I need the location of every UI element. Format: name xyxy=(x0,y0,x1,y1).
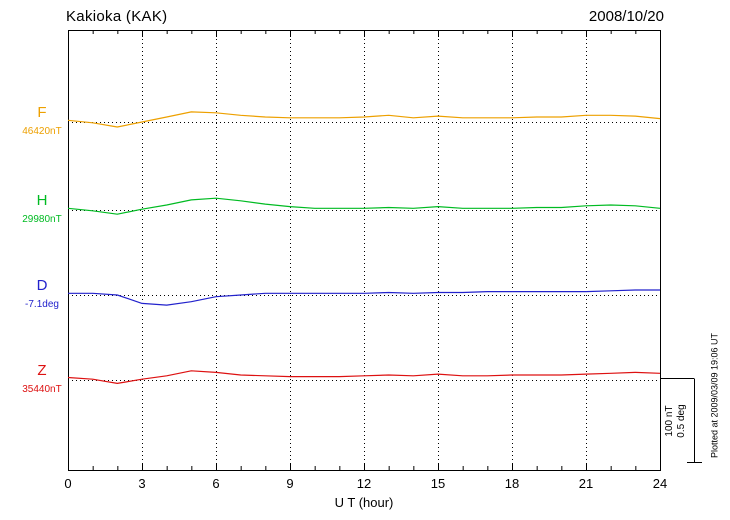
station-title: Kakioka (KAK) xyxy=(66,8,168,25)
x-tick-label-6: 6 xyxy=(212,476,220,491)
plot-date: 2008/10/20 xyxy=(588,8,664,25)
trace-H xyxy=(67,197,661,215)
scale-bar-label-deg: 0.5 deg xyxy=(676,404,687,438)
trace-Z xyxy=(67,370,661,384)
series-baseline-value-D: -7.1deg xyxy=(25,299,59,310)
scale-bar-label-nt: 100 nT xyxy=(664,405,675,437)
x-tick-label-0: 0 xyxy=(64,476,72,491)
x-tick-label-24: 24 xyxy=(652,476,668,491)
series-baseline-value-H: 29980nT xyxy=(22,214,62,225)
series-baseline-value-F: 46420nT xyxy=(22,126,62,137)
x-tick-label-18: 18 xyxy=(504,476,520,491)
trace-D xyxy=(68,289,660,306)
plot-border xyxy=(68,30,661,471)
series-baseline-value-Z: 35440nT xyxy=(22,384,62,395)
series-label-H: H xyxy=(36,192,48,209)
scale-bar-label: 100 nT 0.5 deg xyxy=(663,381,689,461)
x-tick-label-12: 12 xyxy=(356,476,372,491)
x-tick-label-9: 9 xyxy=(286,476,294,491)
series-label-D: D xyxy=(36,277,48,294)
x-axis-label: U T (hour) xyxy=(334,495,394,510)
x-tick-label-3: 3 xyxy=(138,476,146,491)
trace-F xyxy=(67,111,661,128)
series-label-Z: Z xyxy=(37,362,47,379)
plot-timestamp-note: Plotted at 2009/03/09 19:06 UT xyxy=(709,332,720,459)
series-label-F: F xyxy=(37,104,47,121)
x-tick-label-15: 15 xyxy=(430,476,446,491)
x-tick-label-21: 21 xyxy=(578,476,594,491)
